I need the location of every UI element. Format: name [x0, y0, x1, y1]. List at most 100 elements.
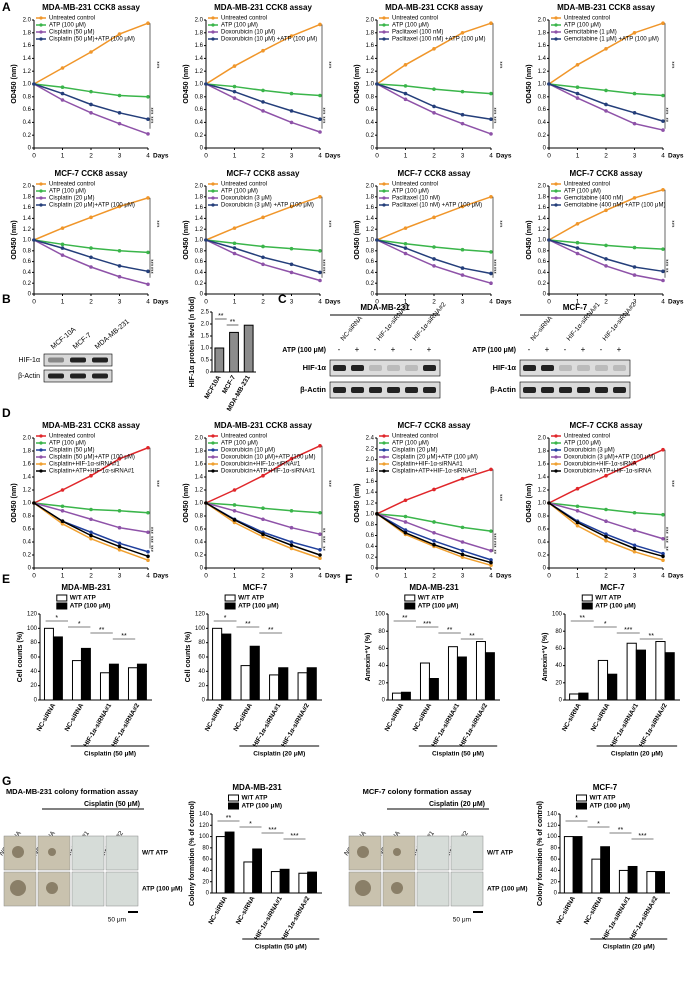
blot-band — [523, 365, 536, 371]
data-point — [117, 457, 122, 461]
x-tick-label: NC-siRNA — [561, 702, 583, 733]
data-point — [289, 246, 294, 251]
data-point — [403, 530, 408, 535]
bar — [563, 836, 574, 894]
data-point — [117, 204, 122, 209]
y-tick-label: 2.0 — [538, 436, 547, 442]
legend-swatch — [224, 594, 236, 602]
y-tick-label: 0 — [559, 698, 563, 704]
legend-marker — [554, 462, 558, 466]
data-point — [632, 196, 637, 200]
significance: *** — [330, 61, 336, 69]
legend-marker — [211, 469, 215, 473]
blot-band — [541, 387, 554, 393]
x-tick-label: 4 — [489, 299, 493, 306]
significance: *** — [495, 116, 501, 124]
legend-marker — [382, 455, 386, 459]
legend-marker — [211, 30, 215, 34]
x-tick-label: HIF-1α-siRNA#1 — [601, 895, 632, 941]
legend-marker — [39, 16, 43, 20]
x-tick-label: 4 — [146, 153, 150, 160]
y-tick-label: 20 — [378, 680, 385, 686]
x-axis-label: Days — [153, 573, 169, 580]
legend-label: ATP (100 μM) — [70, 603, 111, 610]
data-point — [232, 488, 237, 492]
y-tick-label: 60 — [555, 646, 562, 652]
blot-band — [541, 365, 554, 371]
x-tick-label: NC-siRNA — [555, 895, 577, 926]
significance: *** — [324, 266, 330, 274]
data-point — [575, 523, 580, 528]
data-point — [661, 269, 665, 274]
legend-swatch — [228, 794, 239, 802]
data-point — [604, 47, 608, 51]
y-tick-label: 1.4 — [195, 475, 204, 481]
legend-marker — [211, 37, 215, 41]
x-tick-label: HIF-1α-siRNA#1 — [83, 702, 114, 748]
legend-marker — [39, 434, 43, 438]
legend-label: Paclitaxel (100 nM) — [392, 30, 443, 36]
significance: *** — [667, 107, 673, 115]
blot-band — [423, 365, 436, 371]
data-point — [146, 558, 150, 562]
data-point — [60, 91, 65, 96]
data-point — [60, 488, 65, 492]
y-tick-label: 0.4 — [23, 270, 32, 276]
significance: *** — [152, 266, 158, 274]
data-point — [403, 226, 408, 230]
legend-label: Doxorubicin+HIF-1α-siRNA#1 — [221, 462, 301, 468]
blot-row-label: HIF-1α — [303, 363, 327, 372]
blot-strip — [329, 359, 441, 377]
colony-image — [416, 871, 450, 907]
data-point — [547, 238, 551, 242]
data-point — [432, 47, 436, 51]
data-point — [318, 532, 322, 536]
data-point — [432, 487, 436, 492]
data-point — [403, 84, 408, 88]
y-tick-label: 0 — [206, 370, 210, 376]
y-tick-label: 2.0 — [366, 18, 375, 24]
y-tick-label: 1.8 — [366, 468, 375, 474]
x-tick-label: NC-siRNA — [36, 702, 58, 733]
y-tick-label: 0.4 — [366, 120, 375, 126]
data-point — [403, 251, 408, 256]
bar — [252, 848, 262, 894]
bar — [618, 869, 629, 894]
legend-swatch — [581, 594, 593, 602]
y-tick-label: 0.2 — [538, 133, 547, 139]
chart-title: MCF-7 CCK8 assay — [227, 169, 300, 178]
data-point — [432, 257, 436, 261]
y-tick-label: 1.8 — [23, 30, 32, 36]
legend-label: Doxorubicin (10 μM) +ATP (100 μM) — [221, 37, 317, 43]
data-point — [460, 552, 465, 557]
significance: ** — [667, 546, 673, 551]
legend-label: Paclitaxel (10 nM) — [392, 196, 440, 202]
data-point — [261, 100, 265, 104]
panel-letter: G — [2, 774, 11, 788]
y-tick-label: 0 — [371, 566, 375, 572]
y-tick-label: 1.0 — [538, 238, 547, 244]
data-point — [661, 21, 665, 26]
panel-letter: D — [2, 406, 11, 420]
y-tick-label: 1.0 — [195, 238, 204, 244]
legend-marker — [39, 203, 43, 207]
data-point — [232, 226, 237, 230]
bar — [270, 871, 281, 894]
legend-label: Untreated control — [221, 16, 267, 22]
x-tick-label: 1 — [404, 299, 408, 306]
x-tick-label: 2 — [432, 299, 436, 306]
data-point — [89, 111, 93, 115]
bar — [627, 865, 638, 894]
y-tick-label: 0.4 — [366, 270, 375, 276]
significance: *** — [324, 116, 330, 124]
x-tick-label: 1 — [233, 573, 237, 580]
data-point — [204, 82, 208, 86]
significance: * — [597, 821, 600, 828]
treatment-label: Cisplatin (20 μM) — [429, 801, 485, 808]
legend-label: Cisplatin (50 μM) — [49, 448, 94, 454]
data-point — [432, 539, 436, 543]
legend-label: Cisplatin (20 μM)+ATP (100 μM) — [392, 455, 478, 461]
scale-label: 50 μm — [453, 917, 471, 924]
y-tick-label: 1.2 — [538, 227, 547, 233]
x-tick-label: NC-siRNA — [204, 702, 226, 733]
